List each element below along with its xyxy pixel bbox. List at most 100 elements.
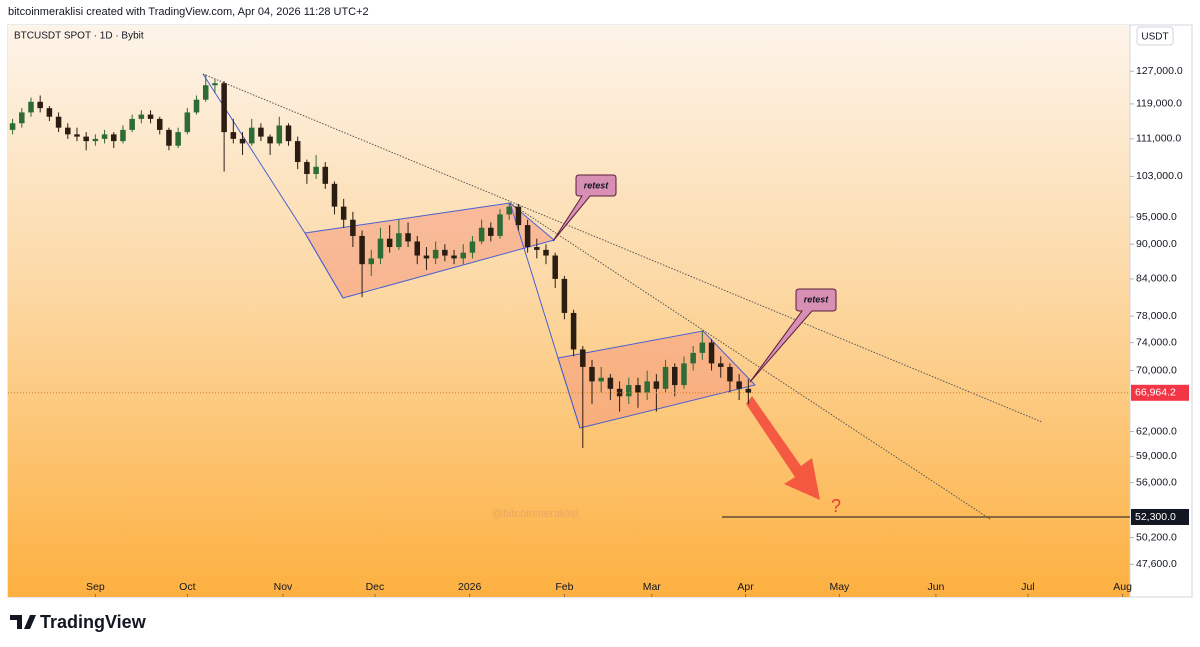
candle-body bbox=[166, 129, 172, 146]
candle-body bbox=[129, 118, 135, 130]
candle-body bbox=[662, 366, 669, 389]
candle-body bbox=[239, 138, 246, 144]
candle-body bbox=[368, 258, 375, 265]
y-tick-label: 90,000.0 bbox=[1136, 238, 1177, 250]
candle-body bbox=[478, 227, 485, 242]
candle-body bbox=[74, 134, 80, 137]
x-tick-label: Nov bbox=[274, 581, 293, 593]
candle-body bbox=[276, 125, 283, 144]
candle-body bbox=[469, 241, 476, 253]
candle-body bbox=[570, 312, 577, 350]
candle-body bbox=[313, 166, 319, 175]
candle-body bbox=[432, 249, 439, 259]
candle-body bbox=[221, 83, 227, 133]
currency-box bbox=[1136, 26, 1174, 46]
level-box bbox=[1131, 508, 1189, 525]
y-tick-label: 47,600.0 bbox=[1136, 558, 1177, 570]
candle-body bbox=[736, 381, 742, 389]
candle-body bbox=[690, 352, 696, 364]
x-tick-label: May bbox=[829, 581, 850, 593]
candle-body bbox=[442, 249, 448, 256]
candle-body bbox=[331, 183, 338, 207]
candle-body bbox=[294, 141, 301, 163]
candle-body bbox=[184, 112, 191, 133]
candle-body bbox=[580, 349, 586, 367]
y-tick-label: 56,000.0 bbox=[1136, 476, 1177, 488]
candle-body bbox=[9, 123, 16, 130]
footer-logo: TradingView bbox=[10, 612, 147, 632]
y-tick-label: 103,000.0 bbox=[1136, 170, 1183, 182]
y-tick-label: 50,200.0 bbox=[1136, 531, 1177, 543]
candle-body bbox=[202, 85, 209, 100]
x-tick-label: Feb bbox=[555, 581, 573, 593]
candle-body bbox=[423, 255, 430, 259]
callout bbox=[749, 288, 837, 383]
candle-body bbox=[497, 214, 503, 236]
y-tick-label: 78,000.0 bbox=[1136, 310, 1177, 322]
candle-body bbox=[653, 381, 660, 389]
candle-body bbox=[598, 377, 604, 382]
candle-body bbox=[745, 388, 752, 393]
callout-label: retest bbox=[804, 294, 830, 304]
y-tick-label: 59,000.0 bbox=[1136, 450, 1177, 462]
candle-body bbox=[258, 127, 264, 137]
candle-body bbox=[727, 366, 733, 382]
candle-body bbox=[230, 132, 237, 139]
question-mark: ? bbox=[831, 496, 841, 516]
candle-body bbox=[543, 249, 549, 256]
candle-body bbox=[386, 238, 393, 248]
candle-body bbox=[285, 125, 292, 142]
x-tick-label: Oct bbox=[179, 581, 195, 593]
candle-body bbox=[524, 225, 531, 248]
candle-body bbox=[515, 206, 522, 226]
candle-body bbox=[138, 114, 145, 119]
candle-body bbox=[101, 134, 108, 139]
candle-body bbox=[626, 385, 632, 397]
candle-body bbox=[681, 363, 687, 386]
candles bbox=[9, 74, 752, 448]
y-tick-label: 119,000.0 bbox=[1136, 98, 1182, 110]
candle-body bbox=[699, 342, 706, 353]
candle-body bbox=[607, 377, 614, 389]
candle-body bbox=[488, 227, 494, 236]
candle-body bbox=[717, 363, 724, 367]
x-tick-label: Sep bbox=[86, 581, 105, 593]
candle-body bbox=[304, 162, 310, 175]
candle-body bbox=[708, 342, 715, 364]
candle-body bbox=[147, 114, 154, 119]
candle-body bbox=[451, 255, 457, 259]
y-tick-label: 95,000.0 bbox=[1136, 211, 1177, 223]
y-tick-label: 127,000.0 bbox=[1136, 65, 1183, 77]
x-tick-label: Mar bbox=[643, 581, 662, 593]
candle-body bbox=[506, 206, 512, 215]
candle-body bbox=[111, 134, 117, 142]
candle-body bbox=[350, 219, 356, 236]
candle-body bbox=[359, 235, 365, 265]
trend-line bbox=[509, 202, 581, 429]
candle-body bbox=[248, 127, 255, 144]
arrow bbox=[746, 396, 820, 500]
y-tick-label: 70,000.0 bbox=[1136, 364, 1177, 376]
candle-body bbox=[175, 132, 181, 146]
candle-body bbox=[193, 99, 200, 113]
candle-body bbox=[635, 385, 641, 393]
candle-body bbox=[644, 381, 650, 393]
candle-body bbox=[340, 206, 347, 220]
candle-body bbox=[65, 127, 71, 135]
candle-body bbox=[589, 366, 595, 382]
x-tick-label: 2026 bbox=[458, 581, 482, 593]
candle-body bbox=[19, 112, 25, 124]
candle-body bbox=[396, 233, 402, 248]
x-tick-label: Jul bbox=[1021, 581, 1034, 593]
candle-body bbox=[672, 366, 678, 386]
candle-body bbox=[414, 241, 421, 256]
candle-body bbox=[83, 136, 89, 142]
candle-body bbox=[120, 129, 126, 142]
candle-body bbox=[55, 116, 62, 128]
candle-body bbox=[28, 101, 34, 113]
trend-line bbox=[202, 73, 344, 299]
candle-body bbox=[37, 101, 43, 109]
currency: USDT bbox=[1141, 32, 1168, 43]
y-tick-label: 84,000.0 bbox=[1136, 273, 1177, 285]
